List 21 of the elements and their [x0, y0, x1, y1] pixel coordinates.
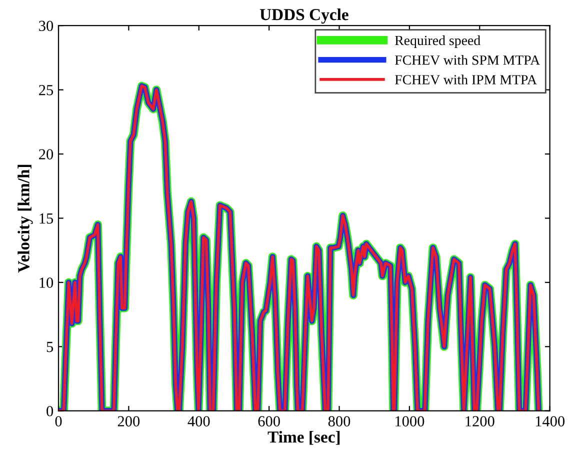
legend-label: FCHEV with IPM MTPA	[394, 74, 537, 84]
x-axis-title: Time [sec]	[268, 430, 340, 445]
y-tick-label: 20	[39, 149, 54, 160]
x-tick-label: 600	[258, 416, 280, 426]
x-tick-label: 800	[328, 416, 350, 426]
x-tick-label: 1200	[466, 416, 494, 426]
legend-label: Required speed	[394, 35, 480, 48]
y-tick-label: 30	[39, 20, 54, 32]
y-tick-label: 25	[39, 84, 54, 96]
y-tick-label: 15	[40, 213, 54, 224]
legend-label: FCHEV with SPM MTPA	[394, 55, 540, 65]
x-tick-label: 1000	[396, 416, 424, 426]
x-tick-label: 200	[118, 416, 140, 426]
y-axis-title: Velocity [km/h]	[18, 164, 33, 273]
x-tick-label: 400	[188, 416, 210, 426]
y-tick-label: 5	[46, 342, 54, 352]
chart-title: UDDS Cycle	[260, 8, 348, 24]
x-tick-label: 0	[55, 416, 62, 426]
y-tick-label: 10	[40, 278, 54, 288]
x-tick-label: 1400	[536, 416, 565, 426]
y-tick-label: 0	[46, 406, 54, 416]
